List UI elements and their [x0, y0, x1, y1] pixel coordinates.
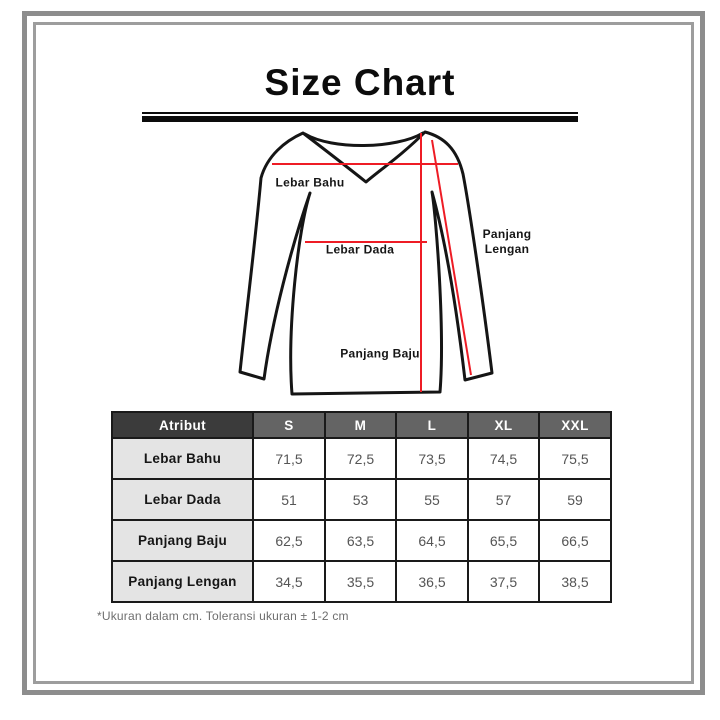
size-value: 59: [538, 478, 612, 521]
size-value: 63,5: [324, 519, 397, 562]
label-panjang-lengan: Panjang Lengan: [483, 227, 532, 257]
column-header-atribut: Atribut: [111, 411, 254, 439]
label-lebar-dada: Lebar Dada: [325, 242, 395, 257]
table-row-panjang-baju: Panjang Baju 62,5 63,5 64,5 65,5 66,5: [111, 519, 612, 562]
divider-thin-line: [142, 112, 578, 114]
shirt-outline: [238, 130, 494, 396]
size-value: 65,5: [467, 519, 540, 562]
label-panjang-baju: Panjang Baju: [340, 346, 420, 361]
size-value: 75,5: [538, 437, 612, 480]
size-value: 66,5: [538, 519, 612, 562]
label-lebar-bahu: Lebar Bahu: [275, 175, 345, 190]
size-value: 57: [467, 478, 540, 521]
collar-back-line: [303, 131, 425, 147]
table-row-panjang-lengan: Panjang Lengan 34,5 35,5 36,5 37,5 38,5: [111, 560, 612, 603]
row-label: Lebar Bahu: [111, 437, 254, 480]
table-header-row: Atribut S M L XL XXL: [111, 411, 612, 439]
table-row-lebar-dada: Lebar Dada 51 53 55 57 59: [111, 478, 612, 521]
size-value: 53: [324, 478, 397, 521]
size-value: 37,5: [467, 560, 540, 603]
label-panjang-lengan-line2: Lengan: [484, 242, 530, 256]
size-value: 51: [252, 478, 326, 521]
size-value: 36,5: [395, 560, 469, 603]
column-header-xxl: XXL: [538, 411, 612, 439]
column-header-xl: XL: [467, 411, 540, 439]
size-value: 55: [395, 478, 469, 521]
column-header-m: M: [324, 411, 397, 439]
sleeve-length-measure-line: [431, 139, 472, 376]
size-value: 74,5: [467, 437, 540, 480]
label-panjang-lengan-line1: Panjang: [482, 227, 532, 241]
size-value: 64,5: [395, 519, 469, 562]
outer-frame: [22, 11, 705, 695]
title-divider: [142, 112, 578, 122]
size-value: 35,5: [324, 560, 397, 603]
shirt-measurement-diagram: Lebar Bahu Lebar Dada Panjang Baju Panja…: [200, 115, 560, 405]
size-table: Atribut S M L XL XXL Lebar Bahu 71,5 72,…: [111, 411, 612, 603]
size-value: 34,5: [252, 560, 326, 603]
row-label: Lebar Dada: [111, 478, 254, 521]
table-row-lebar-bahu: Lebar Bahu 71,5 72,5 73,5 74,5 75,5: [111, 437, 612, 480]
column-header-l: L: [395, 411, 469, 439]
size-value: 62,5: [252, 519, 326, 562]
page-title: Size Chart: [264, 62, 456, 103]
size-value: 72,5: [324, 437, 397, 480]
tolerance-footnote: *Ukuran dalam cm. Toleransi ukuran ± 1-2…: [97, 609, 349, 623]
column-header-s: S: [252, 411, 326, 439]
size-value: 71,5: [252, 437, 326, 480]
size-value: 38,5: [538, 560, 612, 603]
inner-frame: [33, 22, 694, 684]
shirt-drawing: [238, 130, 494, 396]
divider-thick-line: [142, 116, 578, 122]
size-value: 73,5: [395, 437, 469, 480]
row-label: Panjang Lengan: [111, 560, 254, 603]
row-label: Panjang Baju: [111, 519, 254, 562]
